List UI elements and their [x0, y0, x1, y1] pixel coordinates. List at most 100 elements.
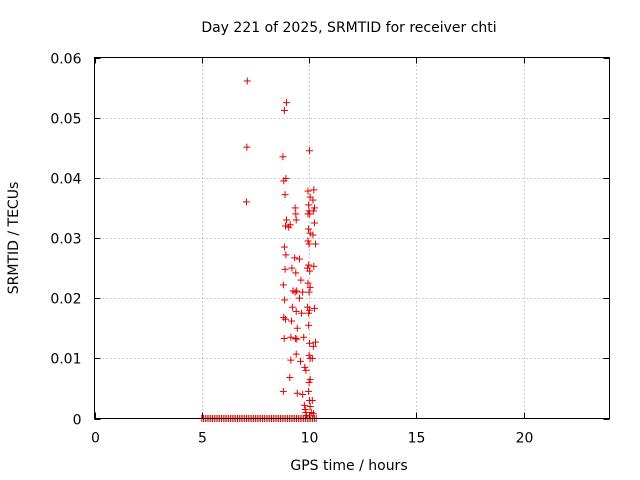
data-point	[304, 187, 312, 195]
data-point	[280, 243, 288, 251]
data-point	[287, 317, 295, 325]
data-point	[310, 304, 318, 312]
data-point	[281, 222, 289, 230]
data-point	[304, 303, 312, 311]
data-point	[306, 375, 314, 383]
data-point	[304, 237, 312, 245]
data-point	[293, 389, 301, 397]
data-point	[305, 240, 313, 248]
data-point	[280, 106, 288, 114]
y-tick-label: 0.04	[50, 172, 81, 188]
data-point	[292, 216, 300, 224]
data-point	[291, 204, 299, 212]
data-point	[295, 294, 303, 302]
data-point	[299, 288, 307, 296]
x-tick-label: 10	[301, 431, 319, 447]
data-point	[299, 390, 307, 398]
data-point	[306, 283, 314, 291]
data-point	[305, 321, 313, 329]
y-tick-label: 0	[73, 413, 82, 429]
data-point	[305, 351, 313, 359]
data-point	[295, 255, 303, 263]
grid	[94, 57, 610, 419]
data-point	[283, 216, 291, 224]
data-point	[293, 335, 301, 343]
data-point	[279, 153, 287, 161]
data-point	[297, 357, 304, 365]
data-point	[308, 354, 316, 362]
y-tick-label: 0.01	[50, 352, 81, 368]
y-tick-label: 0.05	[50, 112, 81, 128]
data-point	[305, 201, 313, 209]
data-point	[292, 269, 300, 277]
data-point	[292, 210, 300, 218]
data-point	[306, 402, 314, 410]
data-point	[242, 198, 250, 206]
data-point	[309, 342, 317, 350]
data-point	[308, 396, 316, 404]
data-point	[304, 279, 312, 287]
plot-frame	[94, 57, 610, 419]
data-point	[306, 147, 314, 155]
data-point	[304, 225, 312, 233]
data-point	[279, 387, 287, 395]
data-point	[306, 339, 314, 347]
data-point	[309, 231, 317, 239]
y-tick-label: 0.02	[50, 292, 81, 308]
data-point	[287, 356, 295, 364]
data-point	[310, 186, 318, 194]
data-point	[283, 99, 291, 107]
data-points	[198, 77, 320, 422]
data-point	[281, 296, 289, 304]
data-point	[309, 207, 317, 215]
data-point	[305, 261, 313, 269]
data-point	[297, 276, 305, 284]
data-point	[282, 251, 290, 259]
data-point	[304, 387, 312, 395]
data-point	[281, 191, 289, 199]
data-point	[306, 267, 314, 275]
data-point	[286, 374, 294, 382]
data-point	[309, 196, 317, 204]
data-point	[306, 210, 314, 218]
data-point	[292, 350, 300, 358]
data-point	[243, 77, 251, 85]
data-point	[312, 338, 320, 346]
data-point	[298, 309, 306, 317]
data-point	[281, 265, 289, 273]
data-point	[300, 333, 308, 341]
data-point	[280, 334, 288, 342]
data-point	[310, 262, 318, 270]
data-point	[303, 411, 311, 419]
data-point	[293, 324, 301, 332]
data-point	[286, 221, 294, 229]
x-tick-label: 5	[198, 431, 207, 447]
x-axis-label: GPS time / hours	[290, 458, 407, 474]
data-point	[243, 143, 251, 151]
data-point	[280, 313, 288, 321]
data-point	[305, 288, 313, 296]
data-point	[281, 315, 289, 323]
data-point	[293, 287, 301, 295]
axis-ticks: 0 0.01 0.02 0.03 0.04 0.05 0.06 0 5 10 15 20	[50, 52, 610, 447]
data-point	[288, 303, 296, 311]
data-point	[300, 401, 308, 409]
data-point	[292, 307, 300, 315]
x-tick-label: 15	[408, 431, 426, 447]
data-point	[291, 254, 299, 262]
data-point	[292, 334, 300, 342]
chart-title: Day 221 of 2025, SRMTID for receiver cht…	[201, 20, 496, 36]
x-tick-label: 0	[91, 431, 100, 447]
data-point	[305, 309, 313, 317]
data-point	[301, 405, 309, 413]
x-tick-label: 20	[516, 431, 534, 447]
data-point	[306, 306, 314, 314]
data-point	[302, 366, 310, 374]
y-tick-label: 0.03	[50, 232, 81, 248]
data-point	[279, 281, 287, 289]
data-point	[312, 240, 320, 248]
data-point	[282, 174, 290, 182]
data-point	[310, 219, 318, 227]
y-axis-label: SRMTID / TECUs	[6, 182, 22, 295]
